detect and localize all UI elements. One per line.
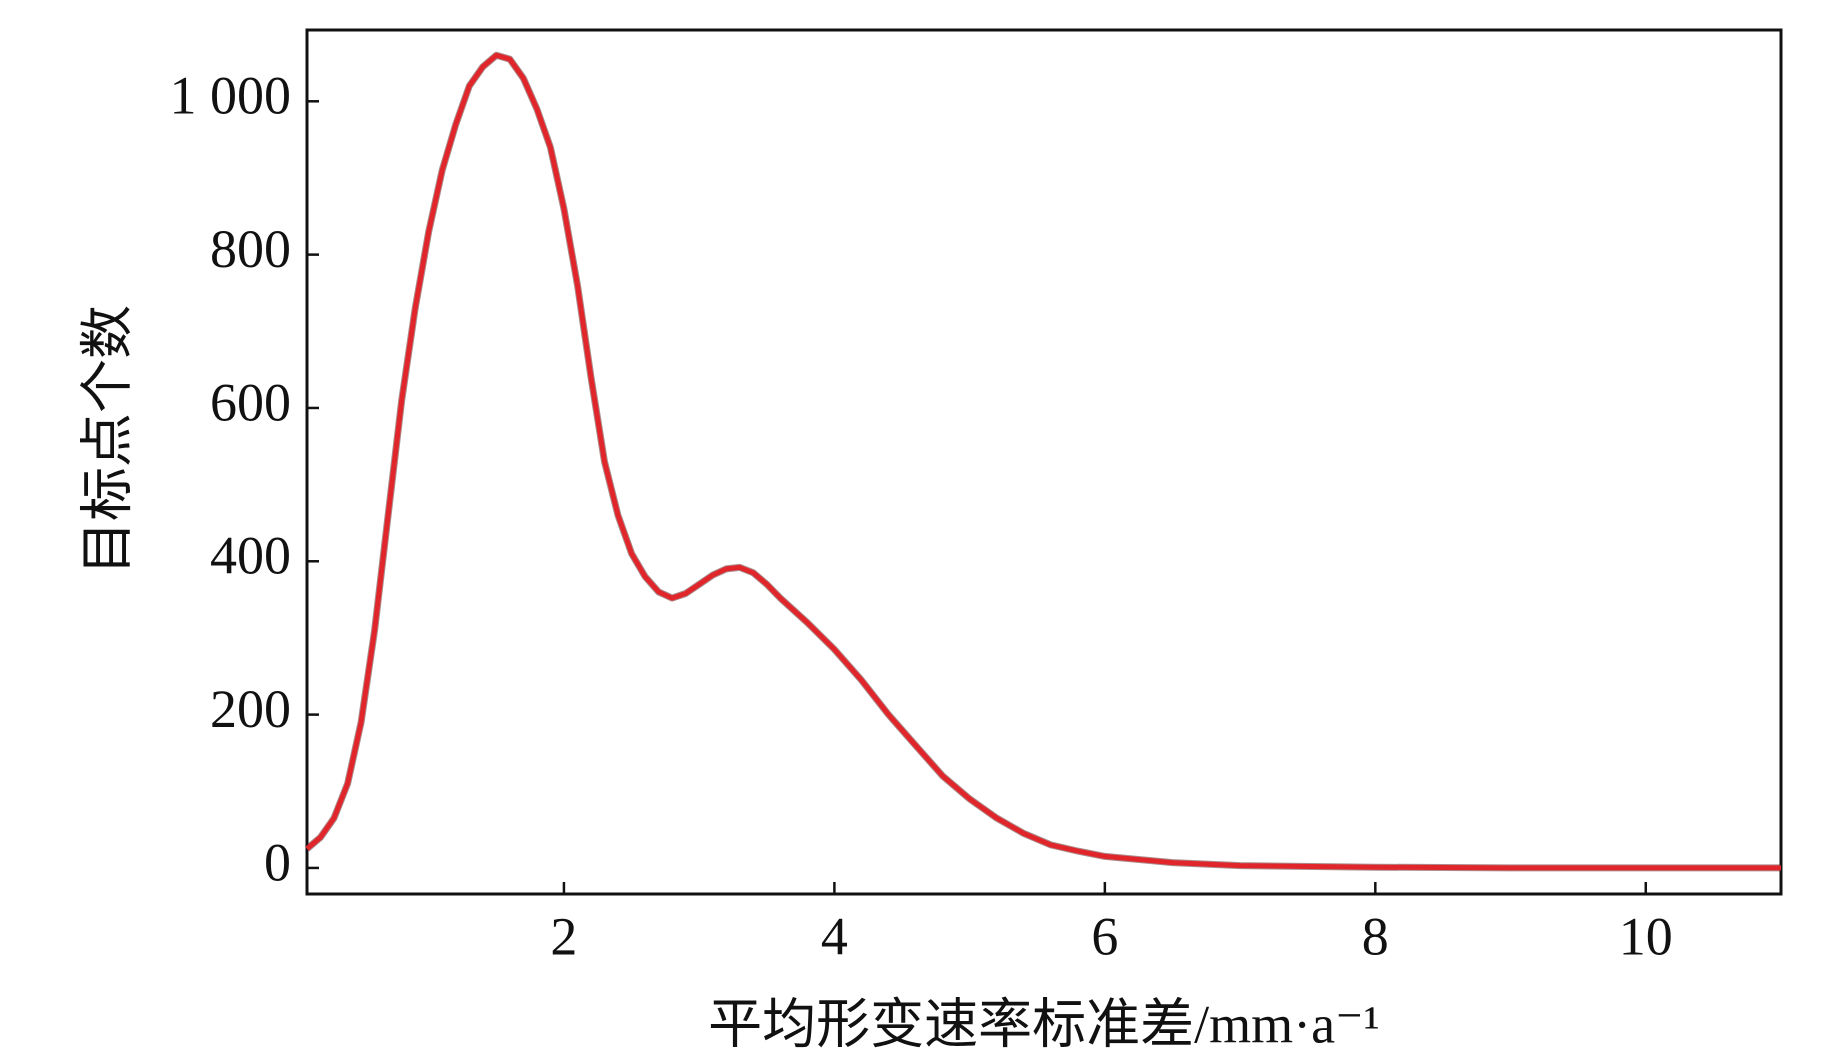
x-axis-label: 平均形变速率标准差/mm·a⁻¹	[708, 994, 1380, 1054]
y-tick-label: 800	[210, 219, 291, 279]
x-tick-label: 2	[550, 906, 577, 966]
y-tick-label: 200	[210, 679, 291, 739]
y-tick-label: 600	[210, 372, 291, 432]
line-series-shadow	[304, 51, 1781, 872]
y-tick-label: 1 000	[170, 66, 292, 126]
y-tick-label: 0	[264, 832, 291, 892]
line-series	[305, 52, 1781, 871]
x-tick-label: 10	[1619, 906, 1673, 966]
x-tick-label: 8	[1362, 906, 1389, 966]
y-tick-label: 400	[210, 526, 291, 586]
y-axis-label: 目标点个数	[77, 305, 137, 575]
x-tick-label: 4	[821, 906, 848, 966]
plot-frame	[305, 28, 1783, 896]
x-tick-label: 6	[1091, 906, 1118, 966]
